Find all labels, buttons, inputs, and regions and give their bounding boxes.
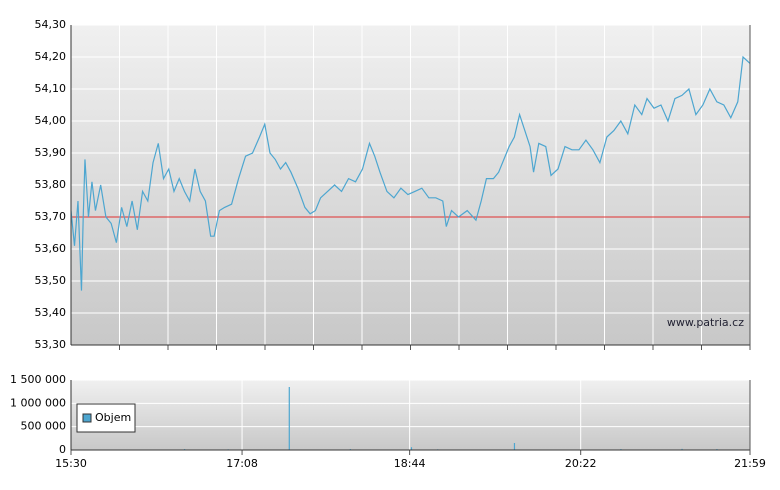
- legend-label: Objem: [95, 411, 131, 424]
- y-tick-label: 53,60: [35, 242, 67, 255]
- x-tick-label: 17:08: [226, 457, 258, 470]
- plot-area: [71, 380, 750, 450]
- y-tick-label: 53,30: [35, 338, 67, 351]
- y-tick-label: 54,10: [35, 82, 67, 95]
- volume-bar: [513, 443, 516, 450]
- y-tick-label: 53,40: [35, 306, 67, 319]
- legend: Objem: [76, 403, 136, 433]
- y-tick-label: 1 500 000: [10, 373, 66, 386]
- volume-bar: [410, 447, 413, 450]
- legend-swatch: [82, 413, 92, 423]
- volume-bar: [681, 448, 683, 450]
- x-tick-label: 18:44: [394, 457, 426, 470]
- x-tick-label: 21:59: [734, 457, 766, 470]
- y-tick-label: 54,30: [35, 18, 67, 31]
- price-line: [70, 55, 751, 291]
- x-tick-label: 15:30: [55, 457, 87, 470]
- y-tick-label: 1 000 000: [10, 396, 66, 409]
- y-tick-label: 53,80: [35, 178, 67, 191]
- y-tick-label: 500 000: [21, 420, 67, 433]
- y-tick-label: 53,90: [35, 146, 67, 159]
- x-tick-label: 20:22: [565, 457, 597, 470]
- y-tick-label: 54,00: [35, 114, 67, 127]
- y-tick-label: 53,50: [35, 274, 67, 287]
- y-tick-label: 0: [59, 443, 66, 456]
- y-tick-label: 54,20: [35, 50, 67, 63]
- volume-bar: [288, 387, 290, 450]
- y-tick-label: 53,70: [35, 210, 67, 223]
- watermark: www.patria.cz: [667, 316, 744, 329]
